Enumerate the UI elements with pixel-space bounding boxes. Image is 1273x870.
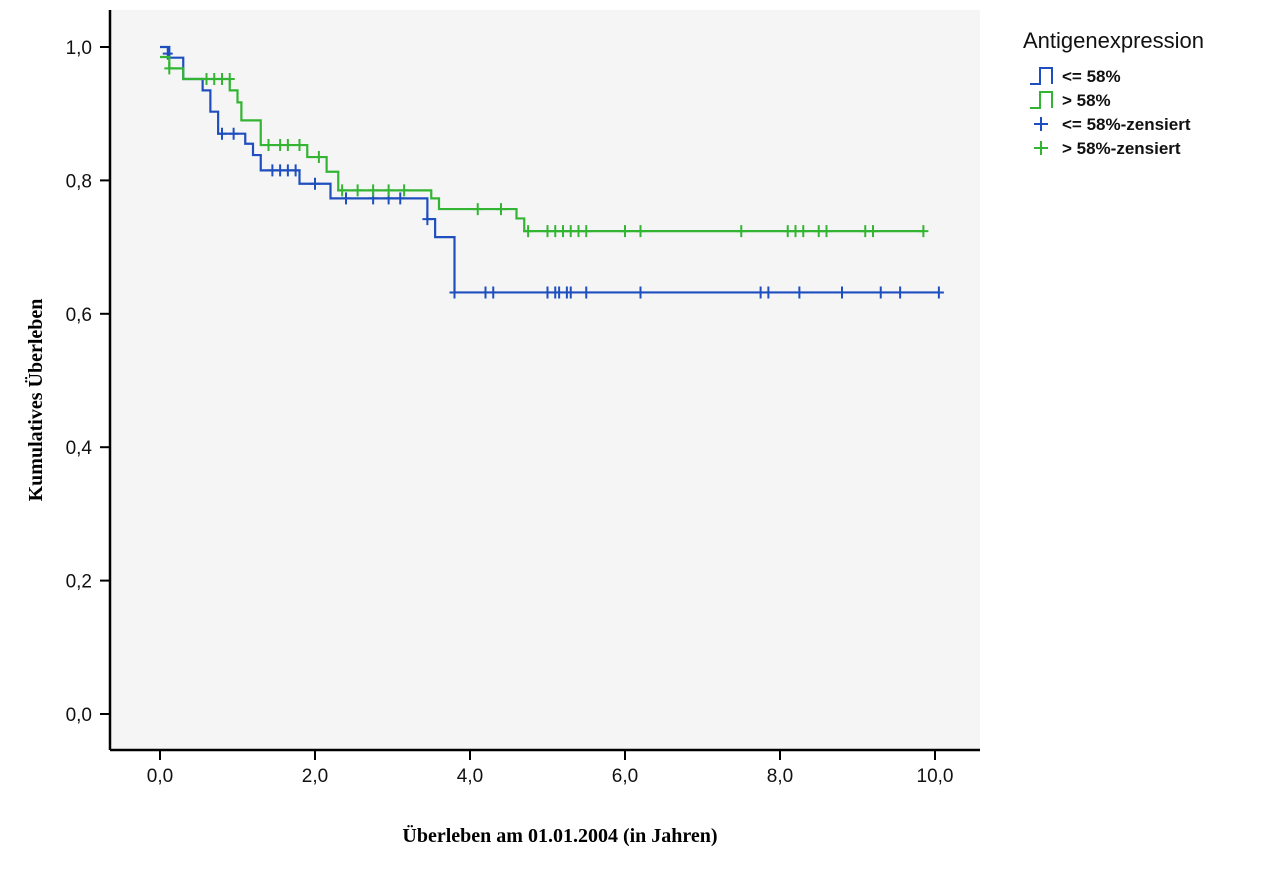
- y-tick-label: 0,8: [66, 171, 92, 192]
- censor-mark: [228, 127, 239, 140]
- ticks-layer: 0,0 2,0 4,0 6,0 8,0 10,0 0,0 0,2 0,4 0,6 0,8 1,0: [66, 38, 954, 787]
- x-tick-label: 10,0: [917, 766, 954, 787]
- censor-mark: [565, 286, 576, 299]
- series-layer: [160, 45, 944, 299]
- y-tick-label: 0,2: [66, 572, 92, 593]
- censor-mark: [337, 184, 348, 197]
- censor-mark: [263, 139, 274, 152]
- legend-step-icon: [1030, 91, 1053, 109]
- censor-mark: [895, 286, 906, 299]
- plot-background: [110, 10, 980, 750]
- y-tick-label: 1,0: [66, 38, 92, 59]
- censor-mark: [164, 62, 175, 75]
- censor-mark: [581, 225, 592, 238]
- censor-mark: [310, 177, 320, 190]
- censor-mark: [868, 225, 878, 238]
- y-tick-label: 0,6: [66, 305, 92, 326]
- censor-mark: [224, 73, 235, 86]
- censor-mark: [294, 139, 305, 152]
- x-tick-label: 8,0: [767, 766, 793, 787]
- censor-mark: [635, 286, 646, 299]
- legend-step-icon: [1030, 67, 1053, 85]
- legend-label: > 58%: [1062, 91, 1111, 110]
- censor-mark: [399, 184, 410, 197]
- censor-mark: [496, 203, 506, 216]
- censor-mark: [395, 192, 406, 205]
- x-tick-label: 6,0: [612, 766, 638, 787]
- censor-mark: [383, 184, 394, 197]
- censor-mark: [875, 286, 886, 299]
- y-tick-label: 0,0: [66, 705, 92, 726]
- censor-mark: [290, 164, 301, 177]
- legend: Antigenexpression <= 58% > 58% <= 58%-zens…: [1023, 28, 1204, 158]
- x-tick-label: 0,0: [147, 766, 173, 787]
- censor-mark: [581, 286, 592, 299]
- censor-mark: [472, 203, 483, 216]
- legend-label: > 58%-zensiert: [1062, 139, 1181, 158]
- censor-mark: [352, 184, 363, 197]
- legend-label: <= 58%-zensiert: [1062, 115, 1191, 134]
- censor-mark: [918, 225, 929, 238]
- x-tick-label: 2,0: [302, 766, 328, 787]
- censor-mark: [368, 184, 379, 197]
- censor-mark: [763, 286, 774, 299]
- censor-mark: [736, 225, 747, 238]
- censor-mark: [821, 225, 832, 238]
- legend-censor-icon: [1034, 117, 1048, 131]
- censor-mark: [620, 225, 630, 238]
- legend-title: Antigenexpression: [1023, 28, 1204, 53]
- censor-mark: [837, 286, 847, 299]
- censor-mark: [798, 225, 809, 238]
- censor-mark: [422, 213, 433, 226]
- censor-mark: [933, 286, 944, 299]
- legend-label: <= 58%: [1062, 67, 1121, 86]
- censor-mark: [488, 286, 499, 299]
- censor-mark: [449, 286, 460, 299]
- y-axis-title: Kumulatives Überleben: [24, 299, 47, 502]
- censor-mark: [794, 286, 805, 299]
- censor-mark: [282, 139, 293, 152]
- censor-mark: [341, 192, 351, 205]
- censor-mark: [523, 225, 534, 238]
- survival-curve: [160, 55, 924, 233]
- censor-mark: [635, 225, 646, 238]
- censor-mark: [313, 151, 324, 164]
- censor-mark: [217, 127, 227, 140]
- x-tick-label: 4,0: [457, 766, 483, 787]
- x-axis-title: Überleben am 01.01.2004 (in Jahren): [402, 824, 717, 847]
- legend-censor-icon: [1034, 141, 1048, 155]
- y-tick-label: 0,4: [66, 438, 93, 459]
